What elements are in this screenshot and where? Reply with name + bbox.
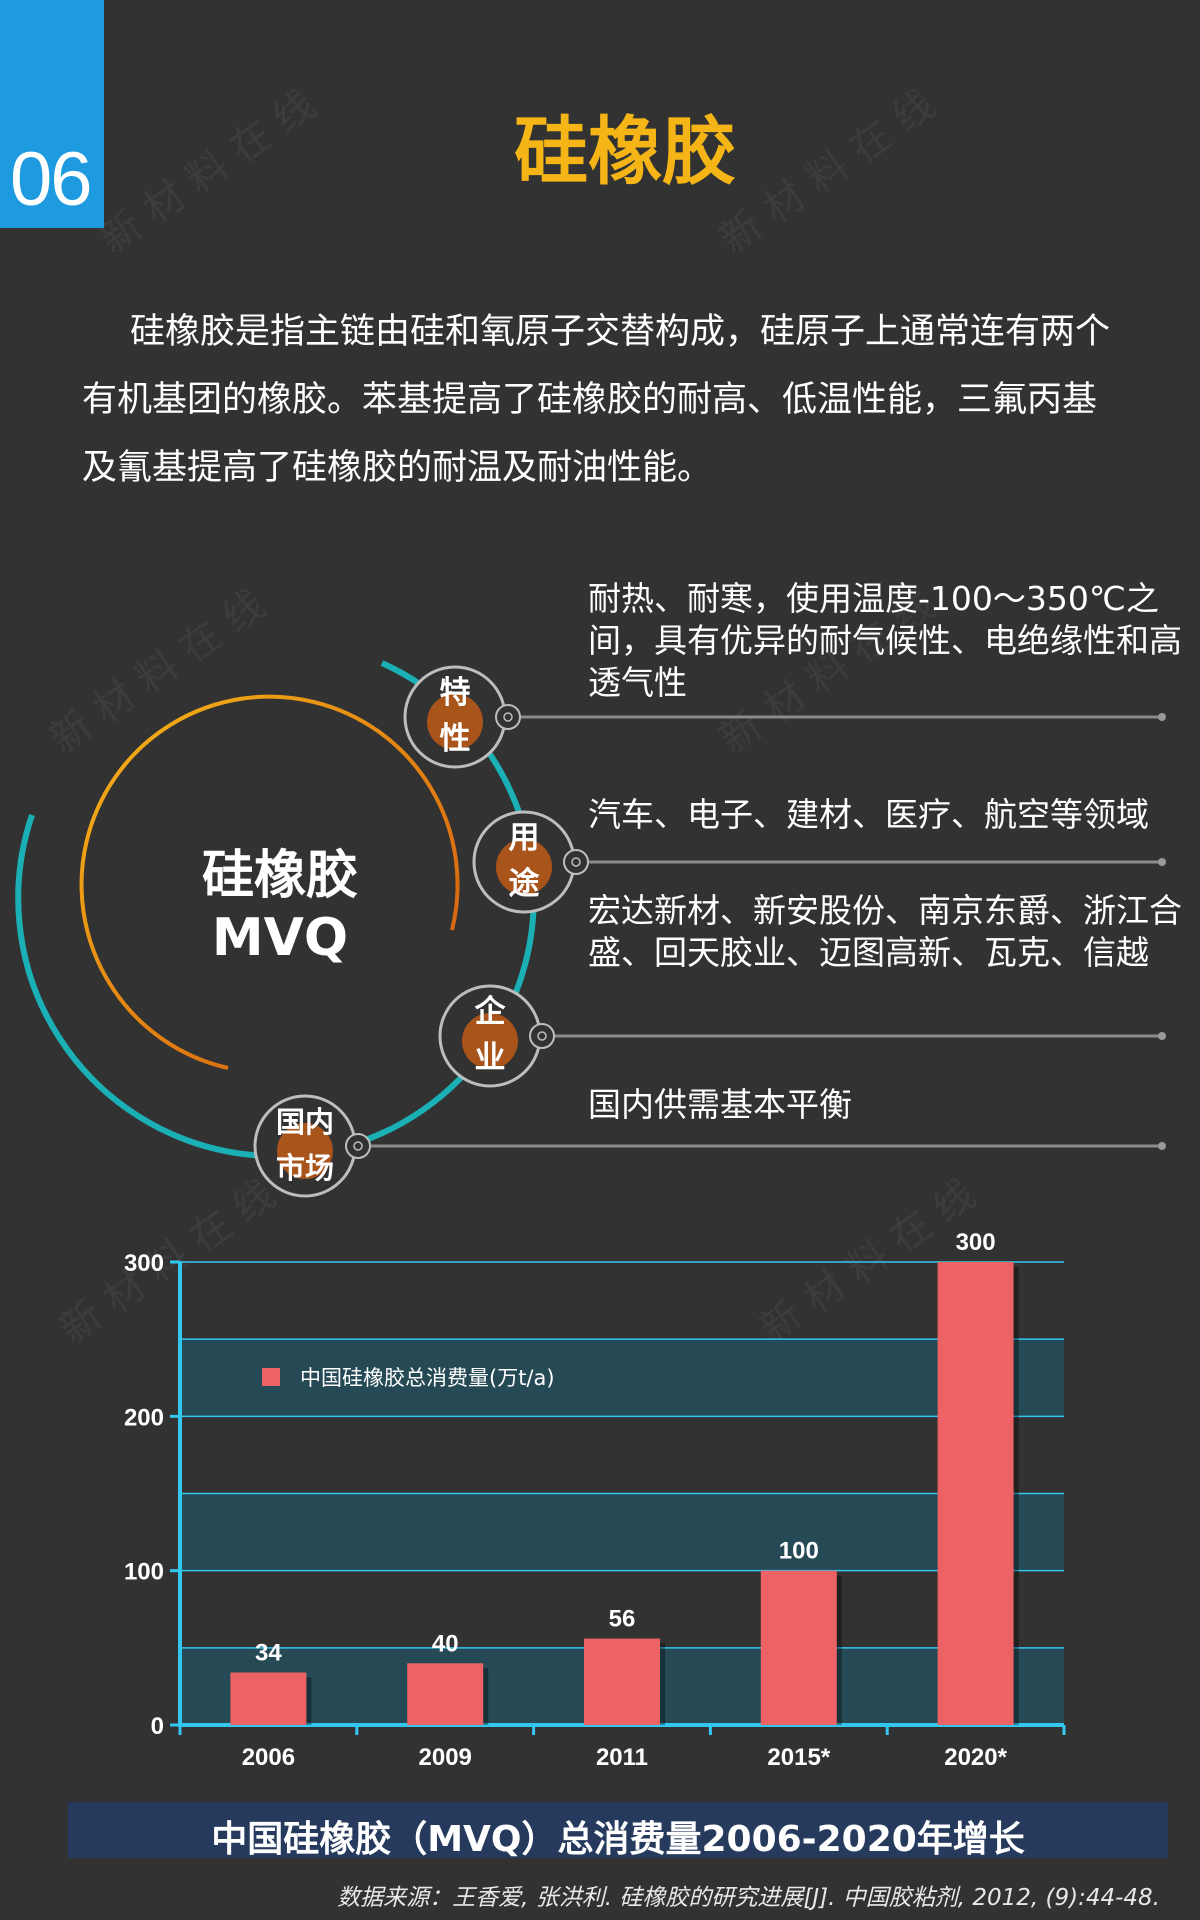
x-tick-label: 2006	[242, 1744, 295, 1770]
diagram-graphics	[15, 660, 1166, 1198]
node-label-line: 市场	[275, 1151, 334, 1185]
outer-arc	[15, 814, 253, 1158]
data-source: 数据来源：王香爱, 张洪利. 硅橡胶的研究进展[J]. 中国胶粘剂, 2012,…	[337, 1885, 1160, 1911]
plot-band	[180, 1493, 1064, 1571]
section-number: 06	[10, 137, 93, 222]
node-label-line: 性	[439, 721, 471, 757]
intro-line: 有机基团的橡胶。苯基提高了硅橡胶的耐高、低温性能，三氟丙基	[82, 380, 1098, 420]
x-tick-label: 2020*	[944, 1744, 1007, 1770]
node-circle	[403, 665, 521, 769]
chart-title-bar: 中国硅橡胶（MVQ）总消费量2006-2020年增长	[68, 1802, 1168, 1860]
intro-line: 及氰基提高了硅橡胶的耐温及耐油性能。	[82, 448, 713, 488]
consumption-bar-chart: 0 100 200 300 34 2006 40 2009 56 2011 100 2015* 300 2…	[0, 1210, 1200, 1771]
intro-line: 硅橡胶是指主链由硅和氧原子交替构成，硅原子上通常连有两个	[130, 312, 1111, 352]
node-description-properties: 耐热、耐寒，使用温度-100～350℃之间，具有优异的耐气候性、电绝缘性和高透气…	[588, 579, 1182, 702]
node-circle	[438, 984, 555, 1088]
y-tick-label: 200	[124, 1404, 164, 1431]
node-label-line: 特	[439, 675, 471, 711]
node-label-applications: 用 途	[494, 815, 554, 907]
bar-chart-svg: 0 100 200 300 34 2006 40 2009 56 2011 100 2015* 300 2…	[124, 1229, 1066, 1771]
intro-paragraph: 硅橡胶是指主链由硅和氧原子交替构成，硅原子上通常连有两个 有机基团的橡胶。苯基提…	[82, 298, 1182, 502]
chart-title: 中国硅橡胶（MVQ）总消费量2006-2020年增长	[211, 1819, 1025, 1860]
page-title: 硅橡胶	[514, 109, 736, 195]
node-circle	[472, 810, 589, 914]
inner-arc	[79, 694, 460, 1070]
node-description-applications: 汽车、电子、建材、医疗、航空等领域	[588, 795, 1149, 834]
legend-label: 中国硅橡胶总消费量(万t/a)	[300, 1366, 555, 1390]
bar	[937, 1262, 1014, 1725]
properties-diagram: 硅橡胶 MVQ 特 性 用 途 企 业 国内 市场 耐热、耐寒，使用温度-100…	[0, 560, 1200, 1220]
node-label-line: 业	[474, 1040, 506, 1076]
node-label-domestic-market: 国内 市场	[265, 1099, 345, 1191]
x-tick-label: 2011	[596, 1744, 648, 1770]
section-badge: 06	[0, 0, 104, 228]
bar-value-label: 56	[609, 1606, 636, 1633]
x-tick-label: 2009	[419, 1744, 472, 1770]
connector-end-dot	[1158, 1142, 1166, 1150]
center-label-line: 硅橡胶	[201, 846, 358, 906]
bar-value-label: 40	[432, 1630, 459, 1657]
connector-end-dot	[1158, 1032, 1166, 1040]
y-tick-label: 300	[124, 1250, 164, 1277]
bar-value-label: 300	[956, 1229, 996, 1256]
node-label-companies: 企 业	[460, 989, 520, 1081]
bar	[760, 1570, 837, 1725]
node-label-line: 国内	[275, 1105, 334, 1139]
bar	[230, 1672, 307, 1725]
connector-end-dot	[1158, 858, 1166, 866]
node-description-companies: 宏达新材、新安股份、南京东爵、浙江合盛、回天胶业、迈图高新、瓦克、信越	[588, 891, 1182, 972]
bar-value-label: 34	[255, 1640, 282, 1667]
center-label-line: MVQ	[211, 908, 349, 968]
y-tick-label: 100	[124, 1559, 164, 1586]
connector-end-dot	[1158, 713, 1166, 721]
y-tick-label: 0	[151, 1713, 164, 1740]
node-label-line: 用	[508, 820, 540, 856]
node-label-line: 企	[474, 994, 506, 1030]
diagram-center-label: 硅橡胶 MVQ	[160, 845, 400, 969]
plot-band	[180, 1339, 1064, 1417]
chart-legend: 中国硅橡胶总消费量(万t/a)	[262, 1362, 555, 1392]
bar-value-label: 100	[779, 1538, 819, 1565]
node-label-line: 途	[508, 866, 540, 902]
node-description-domestic-market: 国内供需基本平衡	[588, 1085, 852, 1124]
bar	[407, 1663, 484, 1725]
node-label-properties: 特 性	[425, 670, 485, 762]
node-circle	[253, 1094, 371, 1198]
legend-swatch	[262, 1368, 280, 1386]
x-tick-label: 2015*	[767, 1744, 830, 1770]
bar	[584, 1638, 660, 1725]
